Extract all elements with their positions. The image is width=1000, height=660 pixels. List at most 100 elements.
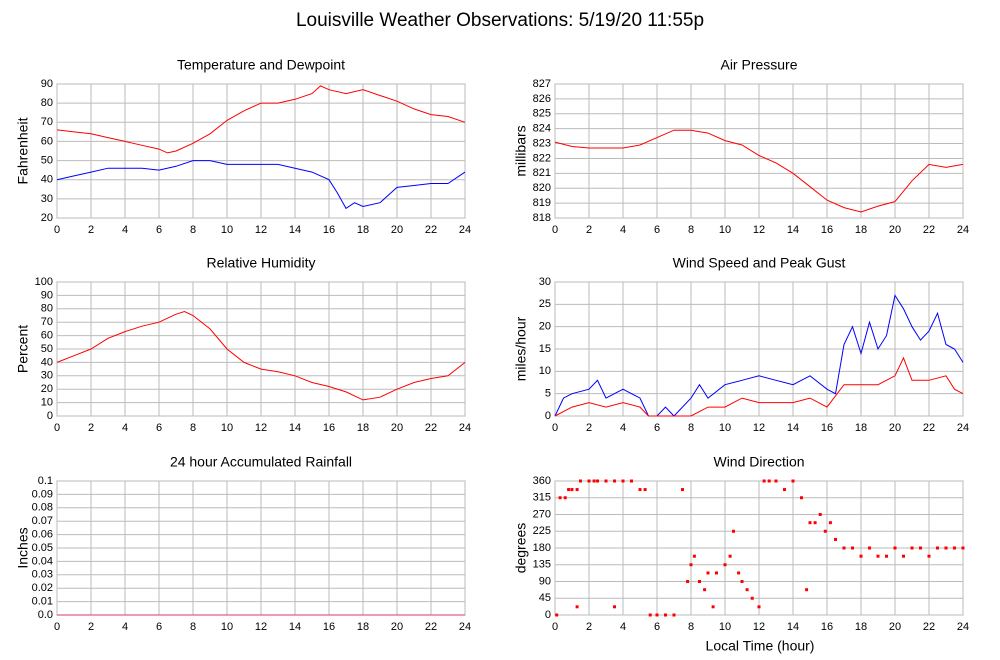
point bbox=[575, 488, 579, 492]
y-tick-label: 25 bbox=[539, 298, 551, 310]
point bbox=[876, 554, 880, 558]
y-tick-label: 20 bbox=[539, 321, 551, 333]
series-line bbox=[554, 129, 964, 213]
page-title: Louisville Weather Observations: 5/19/20… bbox=[296, 10, 704, 31]
chart-panel: Relative HumidityPercent0102030405060708… bbox=[15, 255, 471, 434]
y-tick-label: 360 bbox=[533, 475, 551, 487]
y-tick-label: 20 bbox=[41, 383, 53, 395]
x-tick-label: 14 bbox=[787, 224, 799, 236]
point bbox=[732, 529, 735, 533]
x-tick-label: 10 bbox=[719, 224, 731, 236]
chart-title: 24 hour Accumulated Rainfall bbox=[170, 454, 352, 470]
y-tick-label: 90 bbox=[539, 575, 551, 587]
x-tick-label: 14 bbox=[787, 621, 799, 633]
y-tick-label: 0.02 bbox=[32, 582, 53, 594]
point bbox=[774, 479, 778, 483]
y-tick-label: 823 bbox=[533, 137, 551, 149]
point bbox=[563, 496, 567, 500]
point bbox=[672, 613, 676, 617]
point bbox=[936, 546, 939, 550]
chart-title: Wind Direction bbox=[713, 454, 804, 470]
x-tick-label: 12 bbox=[255, 224, 267, 236]
point bbox=[757, 605, 761, 609]
x-tick-label: 0 bbox=[54, 422, 60, 434]
y-tick-label: 15 bbox=[539, 343, 551, 355]
point bbox=[579, 479, 582, 483]
point bbox=[692, 554, 696, 558]
x-tick-label: 2 bbox=[88, 621, 94, 633]
x-tick-label: 0 bbox=[552, 224, 558, 236]
x-tick-label: 4 bbox=[122, 422, 128, 434]
point bbox=[698, 580, 701, 583]
x-tick-label: 24 bbox=[459, 224, 471, 236]
point bbox=[813, 521, 817, 525]
x-tick-label: 6 bbox=[156, 224, 162, 236]
x-tick-label: 18 bbox=[357, 224, 369, 236]
y-tick-label: 0.06 bbox=[32, 529, 53, 541]
point bbox=[596, 479, 599, 483]
y-tick-label: 50 bbox=[41, 343, 53, 355]
chart-panel: Air Pressuremillibars8188198208218228238… bbox=[513, 57, 969, 236]
x-tick-label: 16 bbox=[323, 224, 335, 236]
x-tick-label: 20 bbox=[889, 224, 901, 236]
x-tick-label: 22 bbox=[425, 422, 437, 434]
y-tick-label: 30 bbox=[41, 370, 53, 382]
x-tick-label: 0 bbox=[552, 621, 558, 633]
x-tick-label: 4 bbox=[620, 621, 626, 633]
y-tick-label: 10 bbox=[41, 397, 53, 409]
y-tick-label: 825 bbox=[533, 108, 551, 120]
x-tick-label: 16 bbox=[323, 422, 335, 434]
x-tick-label: 18 bbox=[357, 621, 369, 633]
x-tick-label: 0 bbox=[54, 224, 60, 236]
point bbox=[961, 546, 965, 550]
x-tick-label: 14 bbox=[289, 422, 301, 434]
y-tick-label: 30 bbox=[539, 276, 551, 288]
point bbox=[927, 554, 931, 558]
x-tick-label: 8 bbox=[688, 422, 694, 434]
x-tick-label: 6 bbox=[654, 621, 660, 633]
x-tick-label: 4 bbox=[620, 422, 626, 434]
y-tick-label: 40 bbox=[41, 174, 53, 186]
x-tick-label: 8 bbox=[190, 224, 196, 236]
series-line bbox=[56, 85, 466, 154]
point bbox=[808, 521, 812, 525]
x-tick-label: 24 bbox=[957, 422, 969, 434]
x-tick-label: 6 bbox=[156, 621, 162, 633]
chart-panel: Wind Speed and Peak Gust miles/hour 0 5 10 15… bbox=[513, 255, 969, 434]
point bbox=[868, 546, 871, 550]
x-tick-label: 12 bbox=[255, 422, 267, 434]
x-tick-label: 0 bbox=[552, 422, 558, 434]
point bbox=[703, 588, 707, 592]
point bbox=[919, 546, 922, 550]
y-axis-label: Percent bbox=[15, 325, 31, 373]
x-tick-label: 14 bbox=[289, 621, 301, 633]
x-tick-label: 10 bbox=[221, 621, 233, 633]
point bbox=[613, 479, 616, 483]
x-tick-label: 24 bbox=[957, 621, 969, 633]
point bbox=[885, 554, 888, 558]
chart-title: Relative Humidity bbox=[207, 255, 316, 271]
chart-panel: 24 hour Accumulated RainfallInches0.00.0… bbox=[15, 454, 471, 633]
x-tick-label: 12 bbox=[753, 422, 765, 434]
point bbox=[740, 580, 744, 583]
y-tick-label: 0.08 bbox=[32, 502, 53, 514]
y-axis-label: degrees bbox=[513, 523, 529, 574]
point bbox=[842, 546, 846, 550]
point bbox=[613, 605, 616, 609]
chart-title: Air Pressure bbox=[720, 57, 797, 73]
y-tick-label: 100 bbox=[35, 276, 53, 288]
point bbox=[828, 521, 832, 525]
x-tick-label: 8 bbox=[688, 224, 694, 236]
x-tick-label: 22 bbox=[425, 224, 437, 236]
chart-title: Wind Speed and Peak Gust bbox=[673, 255, 846, 271]
point bbox=[558, 496, 562, 500]
y-tick-label: 80 bbox=[41, 303, 53, 315]
point bbox=[791, 479, 795, 483]
x-tick-label: 16 bbox=[323, 621, 335, 633]
point bbox=[750, 596, 754, 600]
point bbox=[745, 588, 749, 592]
point bbox=[893, 546, 897, 550]
x-tick-label: 20 bbox=[889, 422, 901, 434]
x-tick-label: 10 bbox=[221, 422, 233, 434]
x-tick-label: 8 bbox=[688, 621, 694, 633]
